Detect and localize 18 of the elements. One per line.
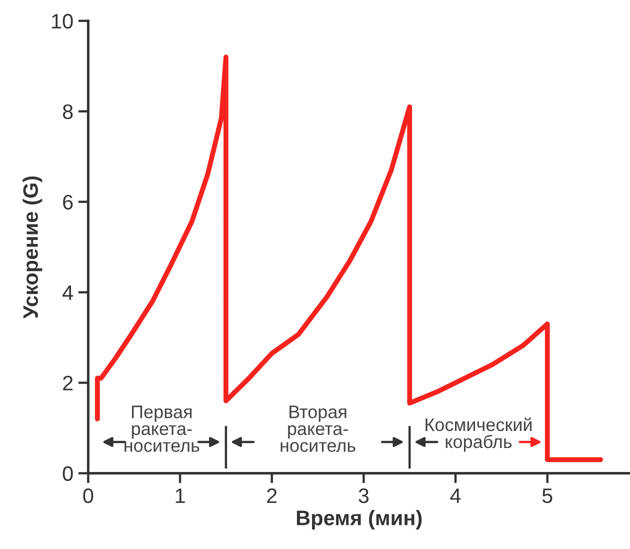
x-tick-label: 0 <box>83 488 94 504</box>
y-tick-label: 6 <box>63 194 73 210</box>
x-tick-label: 2 <box>267 488 277 503</box>
annotation: Космический корабль <box>426 418 532 452</box>
y-tick-label: 2 <box>63 376 73 390</box>
y-tick-label: 10 <box>52 14 73 29</box>
line-series <box>94 54 604 462</box>
annotation: Первая ракета- носитель <box>124 406 200 452</box>
x-tick-label: 4 <box>450 488 461 503</box>
x-tick-label: 3 <box>358 488 369 504</box>
y-tick-label: 0 <box>62 466 73 481</box>
x-tick-label: 1 <box>176 488 185 503</box>
y-axis-title: Ускорение (G) <box>22 176 42 319</box>
x-axis-title: Время (мин) <box>296 510 422 530</box>
y-tick-label: 4 <box>62 286 74 300</box>
y-tick-label: 8 <box>62 104 73 120</box>
annotation: Вторая ракета- носитель <box>280 406 356 452</box>
x-tick-label: 5 <box>542 488 552 504</box>
